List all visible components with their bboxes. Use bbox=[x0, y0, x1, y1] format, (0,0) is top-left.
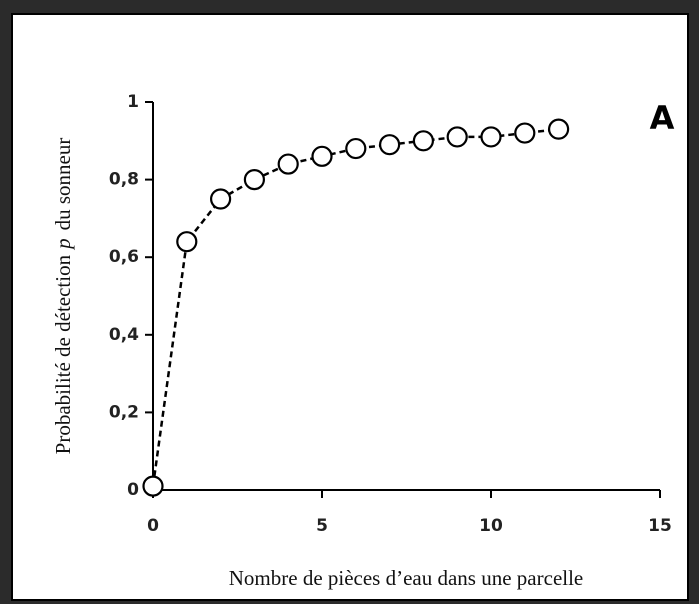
annotation: A bbox=[650, 99, 675, 137]
marker bbox=[446, 126, 468, 148]
y-axis-title-part: Probabilité de détection bbox=[51, 254, 75, 454]
marker bbox=[345, 137, 367, 160]
marker bbox=[311, 145, 333, 167]
x-axis-title: Nombre de pièces d’eau dans une parcelle bbox=[229, 566, 584, 590]
y-axis-title-part: p bbox=[51, 238, 75, 251]
x-tick-label: 5 bbox=[316, 516, 328, 536]
y-tick-label: 0,8 bbox=[109, 170, 139, 190]
marker bbox=[379, 134, 401, 156]
frame bbox=[11, 13, 689, 601]
y-tick-label: 0,6 bbox=[109, 247, 139, 267]
x-tick-label: 15 bbox=[648, 516, 672, 536]
marker bbox=[412, 130, 434, 152]
y-tick-label: 0,4 bbox=[109, 325, 139, 345]
x-tick-label: 0 bbox=[147, 516, 159, 536]
marker bbox=[547, 118, 570, 140]
marker bbox=[142, 475, 164, 497]
marker bbox=[480, 126, 502, 148]
y-axis-title-part: du sonneur bbox=[51, 138, 75, 231]
x-tick-label: 10 bbox=[479, 516, 503, 536]
marker bbox=[210, 188, 232, 210]
y-tick-label: 1 bbox=[127, 92, 139, 112]
y-tick-label: 0 bbox=[127, 480, 139, 500]
marker bbox=[277, 153, 299, 175]
y-axis-title: Probabilité de détection p du sonneur bbox=[51, 138, 75, 455]
marker bbox=[243, 169, 265, 191]
marker bbox=[514, 122, 536, 144]
marker bbox=[176, 231, 198, 253]
y-tick-label: 0,2 bbox=[109, 402, 139, 422]
